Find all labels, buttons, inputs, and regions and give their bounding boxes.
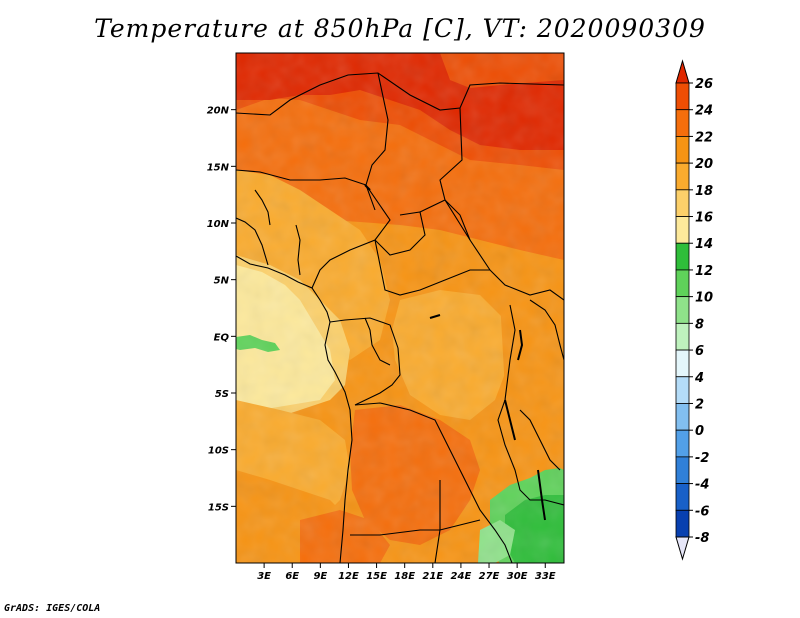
y-tick-label: 15S — [208, 502, 229, 513]
y-tick-label: 20N — [207, 106, 230, 117]
map-title: Temperature at 850hPa [C], VT: 202009030… — [94, 14, 706, 43]
x-tick-label: 12E — [338, 571, 359, 582]
colorbar-label: -6 — [695, 504, 709, 519]
colorbar-swatch — [675, 429, 690, 458]
colorbar-label: -2 — [695, 451, 709, 466]
colorbar-swatch — [675, 456, 690, 484]
colorbar-swatch — [675, 136, 690, 164]
country-borders — [236, 72, 564, 563]
colorbar-label: 10 — [695, 291, 713, 306]
colorbar-label: 22 — [695, 130, 713, 145]
colorbar-swatch — [675, 376, 690, 404]
colorbar-label: 20 — [695, 157, 713, 172]
coastline-west-africa — [236, 255, 353, 563]
lakes — [364, 184, 546, 521]
y-tick-label: 5S — [215, 389, 229, 400]
colorbar-swatch — [675, 216, 690, 244]
colorbar-swatch — [675, 109, 690, 137]
colorbar-swatch — [675, 322, 690, 351]
colorbar-swatch — [675, 509, 690, 538]
colorbar-swatch — [675, 82, 690, 111]
colorbar-label: 24 — [695, 104, 713, 119]
x-tick-label: 3E — [257, 571, 271, 582]
colorbar-label: -4 — [695, 478, 709, 493]
colorbar-label: 18 — [695, 184, 713, 199]
colorbar-label: 4 — [694, 371, 704, 386]
y-tick-label: 10S — [208, 446, 229, 457]
colorbar-label: 0 — [695, 424, 704, 439]
grads-credit: GrADS: IGES/COLA — [4, 603, 101, 614]
x-tick-label: 9E — [313, 571, 327, 582]
colorbar-label: 12 — [695, 264, 713, 279]
y-tick-label: EQ — [214, 332, 230, 343]
x-tick-label: 30E — [507, 571, 528, 582]
colorbar-swatch — [675, 349, 690, 378]
x-axis: 3E 6E 9E 12E 15E 18E 21E 24E 27E 30E 33E — [257, 563, 556, 582]
colorbar-label: -8 — [695, 531, 709, 546]
x-tick-label: 24E — [451, 571, 472, 582]
x-tick-label: 27E — [479, 571, 500, 582]
colorbar-top-triangle — [675, 59, 690, 84]
x-tick-label: 6E — [285, 571, 299, 582]
map-frame — [235, 52, 565, 564]
colorbar-swatch — [675, 483, 690, 511]
colorbar-label: 6 — [695, 344, 704, 359]
colorbar-label: 26 — [695, 77, 713, 92]
colorbar-swatch — [675, 296, 690, 324]
x-tick-label: 33E — [535, 571, 556, 582]
colorbar-swatch — [675, 403, 690, 431]
x-tick-label: 21E — [422, 571, 443, 582]
y-tick-label: 15N — [207, 162, 230, 173]
x-tick-label: 18E — [394, 571, 415, 582]
colorbar-label: 2 — [695, 397, 704, 412]
colorbar-label: 14 — [695, 237, 713, 252]
colorbar-swatch — [675, 269, 690, 298]
y-tick-label: 5N — [214, 276, 230, 287]
colorbar-label: 8 — [695, 317, 704, 332]
temperature-field — [236, 53, 564, 563]
colorbar-swatch — [675, 189, 690, 217]
colorbar-bottom-triangle — [675, 536, 690, 561]
colorbar-swatch — [675, 162, 690, 191]
y-tick-label: 10N — [207, 219, 230, 230]
colorbar-label: 16 — [695, 211, 713, 226]
y-axis: 20N 15N 10N 5N EQ 5S 10S 15S — [207, 106, 236, 513]
colorbar-swatch — [675, 242, 690, 271]
x-tick-label: 15E — [366, 571, 387, 582]
